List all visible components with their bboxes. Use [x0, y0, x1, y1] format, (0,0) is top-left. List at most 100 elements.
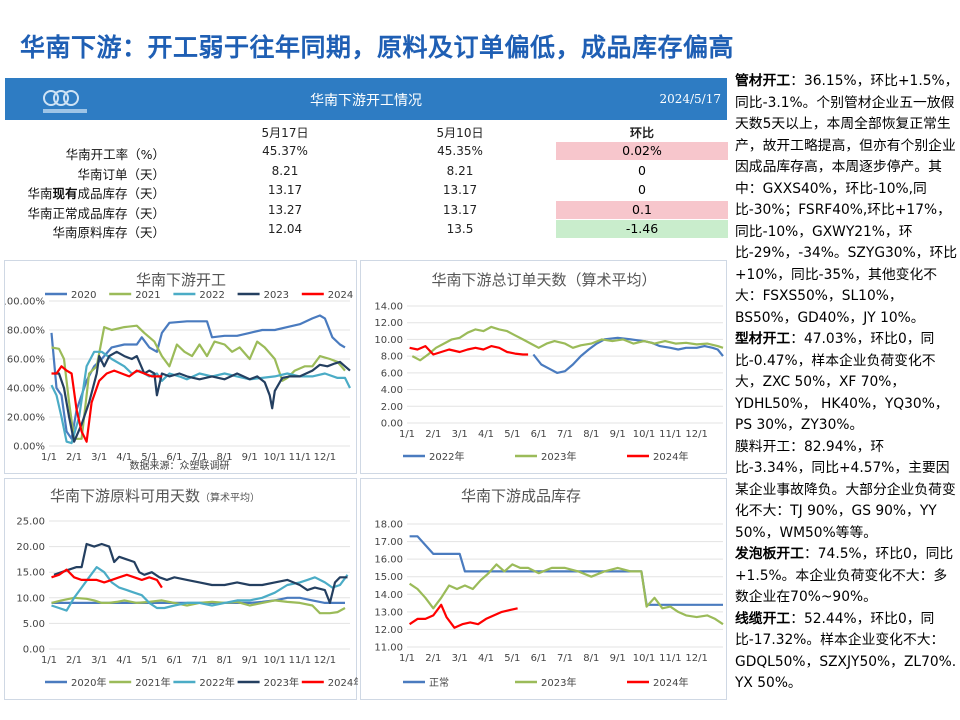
- y-tick-label: 25.00: [16, 517, 45, 528]
- y-tick-label: 2.00: [381, 402, 403, 413]
- x-tick-label: 9/1: [242, 452, 258, 463]
- commentary-paragraph: 发泡板开工：74.5%，环比0，同比+1.5%。本企业负荷变化不大：多数企业在7…: [735, 544, 960, 609]
- x-tick-label: 2/1: [425, 653, 441, 664]
- table-row-label: 华南订单（天）: [15, 164, 165, 183]
- chart-title-note: （算术平均）: [200, 491, 260, 504]
- commentary-label: 线缆开工: [735, 610, 791, 627]
- chart-material-days-svg: 华南下游原料可用天数（算术平均） 0.00 5.00 10.00 15.00 20.00 2…: [16, 487, 358, 689]
- table-cell-previous: 13.17: [442, 202, 478, 217]
- series-line: [51, 568, 163, 589]
- series-line: [54, 350, 351, 443]
- x-tick-label: 12/1: [685, 429, 707, 440]
- y-tick-label: 14.00: [374, 590, 403, 601]
- x-tick-label: 5/1: [504, 653, 520, 664]
- chart-order-days-svg: 华南下游总订单天数（算术平均） 0.00 2.00 4.00 6.00 8.00 10.00…: [374, 271, 724, 463]
- series-line: [408, 603, 518, 629]
- y-tick-label: 4.00: [381, 385, 403, 396]
- table-row-label: 华南开工率（%）: [15, 144, 165, 163]
- table-row-label-part: 现有: [52, 186, 78, 201]
- table-cell-previous: 13.5: [446, 222, 474, 236]
- table-header-current: 5月17日: [261, 126, 309, 140]
- series-line: [51, 596, 346, 615]
- chart-operating-rate: 华南下游开工 0.00% 20.00% 40.00% 60.00% 80.00% 100.0…: [4, 260, 357, 474]
- table-header-previous: 5月10日: [436, 126, 484, 140]
- table-row-label-part: 华南: [27, 186, 53, 201]
- y-tick-label: 13.00: [374, 607, 403, 618]
- chart-order-days: 华南下游总订单天数（算术平均） 0.00 2.00 4.00 6.00 8.00 10.00…: [360, 260, 727, 474]
- legend-label: 2023年: [541, 676, 576, 689]
- y-tick-label: 18.00: [374, 520, 403, 531]
- legend-label: 2021: [135, 290, 160, 301]
- x-tick-label: 6/1: [531, 429, 547, 440]
- chart-finished-inventory-svg: 华南下游成品库存 11.00 12.00 13.00 14.00 15.00 16.00 17…: [374, 487, 724, 689]
- table-cell-current: 12.04: [267, 222, 303, 236]
- x-tick-label: 7/1: [191, 655, 207, 666]
- commentary-paragraph: 膜料开工：82.94%，环比-3.34%，同比+4.57%，主要因某企业事故降负…: [735, 437, 960, 545]
- series-line: [409, 535, 723, 606]
- chart-title: 华南下游总订单天数（算术平均）: [431, 271, 656, 289]
- series-line: [409, 345, 529, 356]
- x-tick-label: 5/1: [504, 429, 520, 440]
- chart-operating-rate-svg: 华南下游开工 0.00% 20.00% 40.00% 60.00% 80.00% 100.0…: [5, 271, 353, 472]
- x-tick-label: 10/1: [264, 452, 286, 463]
- operating-rate-table: 华南下游开工情况 2024/5/17 5月17日 5月10日 环比 华南开工率（…: [5, 78, 728, 248]
- x-tick-label: 1/1: [399, 429, 415, 440]
- series-line: [411, 325, 724, 362]
- x-tick-label: 2/1: [66, 655, 82, 666]
- legend-label: 2024年: [653, 450, 688, 463]
- series-line: [51, 324, 346, 440]
- legend-label: 2022: [199, 290, 224, 301]
- table-banner: 华南下游开工情况 2024/5/17: [5, 78, 727, 120]
- y-tick-label: 17.00: [374, 537, 403, 548]
- x-tick-label: 8/1: [217, 452, 233, 463]
- y-tick-label: 0.00: [23, 645, 45, 656]
- chart-title: 华南下游成品库存: [461, 487, 581, 505]
- x-tick-label: 1/1: [41, 452, 57, 463]
- legend-label: 2024年: [328, 676, 358, 689]
- x-tick-label: 5/1: [141, 655, 157, 666]
- table-cell-previous: 8.21: [446, 163, 474, 178]
- table-cell-change: 0: [638, 162, 646, 178]
- legend-label: 2023年: [541, 450, 576, 463]
- commentary-paragraph: 管材开工：36.15%，环比+1.5%，同比-3.1%。个别管材企业五一放假天数…: [735, 71, 960, 329]
- chart-source: 数据来源：众塑联调研: [130, 459, 230, 472]
- y-tick-label: 40.00%: [7, 384, 45, 395]
- table-row-label-part: 华南原料库存（天）: [52, 225, 165, 240]
- series-line: [53, 542, 348, 604]
- legend-label: 正常: [429, 676, 449, 689]
- x-tick-label: 11/1: [289, 655, 311, 666]
- x-tick-label: 6/1: [166, 655, 182, 666]
- table-row-label-part: 华南开工率（%）: [65, 147, 165, 162]
- x-tick-label: 10/1: [264, 655, 286, 666]
- table-cell-current: 45.37%: [262, 144, 308, 158]
- chart-material-days: 华南下游原料可用天数（算术平均） 0.00 5.00 10.00 15.00 20.00 2…: [4, 478, 358, 700]
- y-tick-label: 100.00%: [5, 297, 45, 308]
- x-tick-label: 9/1: [610, 653, 626, 664]
- y-tick-label: 20.00: [16, 542, 45, 553]
- table-row-label-part: 成品库存（天）: [77, 186, 165, 201]
- x-tick-label: 5/1: [141, 452, 157, 463]
- x-tick-label: 7/1: [557, 429, 573, 440]
- table-cell-current: 13.17: [267, 183, 303, 197]
- x-tick-label: 10/1: [633, 653, 655, 664]
- x-tick-label: 4/1: [478, 653, 494, 664]
- commentary-text: ：47.03%，环比0，同比-0.47%，样本企业负荷变化不大，ZXC 50%，…: [735, 331, 949, 433]
- legend-label: 2020年: [71, 676, 106, 689]
- x-tick-label: 9/1: [610, 429, 626, 440]
- chart-title: 华南下游原料可用天数（算术平均）: [50, 487, 260, 505]
- table-cell-current: 8.21: [271, 163, 299, 178]
- x-tick-label: 11/1: [659, 429, 681, 440]
- y-tick-label: 14.00: [374, 302, 403, 313]
- table-date: 2024/5/17: [659, 92, 721, 106]
- x-tick-label: 4/1: [116, 452, 132, 463]
- y-tick-label: 11.00: [374, 643, 403, 654]
- commentary-label: 管材开工: [735, 73, 791, 89]
- table-row-label-part: 华南订单（天）: [77, 166, 165, 182]
- y-tick-label: 12.00: [374, 625, 403, 636]
- commentary-paragraph: 线缆开工：52.44%，环比0，同比-17.32%。样本企业变化不大：GDQL5…: [735, 609, 960, 695]
- x-tick-label: 9/1: [242, 655, 258, 666]
- table-row-label: 华南原料库存（天）: [15, 222, 165, 241]
- legend-label: 2023年: [264, 676, 299, 689]
- y-tick-label: 12.00: [374, 318, 403, 329]
- table-cell-current: 13.27: [267, 202, 303, 217]
